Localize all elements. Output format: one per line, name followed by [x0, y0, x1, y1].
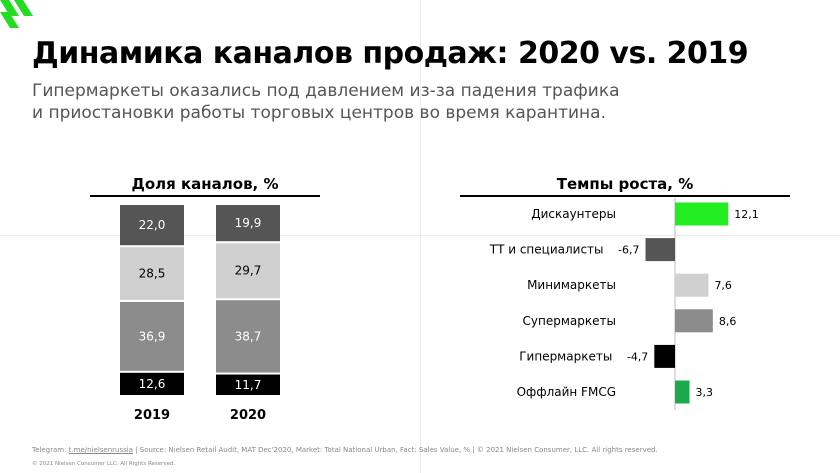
segment-value-label: 22,0 — [139, 218, 166, 232]
footer-copyright: © 2021 Nielsen Consumer LLC. All Rights … — [32, 461, 176, 467]
category-label: 2020 — [230, 408, 266, 423]
growth-bar — [675, 380, 690, 404]
segment-value-label: 36,9 — [139, 329, 166, 343]
footer-source-text: | Source: Nielsen Retail Audit, MAT Dec'… — [133, 446, 658, 454]
share-chart-title-rule — [90, 195, 320, 197]
growth-value-label: 7,6 — [714, 279, 732, 292]
growth-bar — [675, 273, 709, 297]
growth-value-label: 3,3 — [696, 386, 714, 399]
stack-segment — [216, 300, 280, 373]
growth-bar — [675, 309, 713, 333]
stack-segment — [216, 374, 280, 395]
subtitle-line-1: Гипермаркеты оказались под давлением из-… — [32, 81, 620, 101]
brand-logo-icon — [0, 0, 33, 28]
stack-segment — [120, 205, 184, 246]
growth-category-label: Супермаркеты — [523, 314, 616, 328]
segment-value-label: 29,7 — [235, 264, 262, 278]
subtitle-line-2: и приостановки работы торговых центров в… — [32, 103, 606, 123]
growth-bar — [654, 344, 675, 368]
growth-bar-chart: 12,1 Дискаунтеры -6,7 ТТ и специалисты 7,6 Ми… — [489, 198, 759, 410]
growth-value-label: -4,7 — [627, 350, 648, 363]
growth-chart-title: Темпы роста, % — [556, 175, 694, 193]
background-horizontal-line — [0, 235, 840, 236]
segment-value-label: 12,6 — [139, 377, 166, 391]
stack-segment — [120, 301, 184, 371]
growth-category-label: Гипермаркеты — [519, 349, 612, 363]
growth-category-label: Минимаркеты — [527, 278, 616, 292]
page-subtitle: Гипермаркеты оказались под давлением из-… — [32, 80, 692, 124]
telegram-link[interactable]: t.me/nielsenrussia — [68, 446, 133, 454]
stack-segment — [120, 372, 184, 395]
footer-source: Telegram: t.me/nielsenrussia | Source: N… — [32, 446, 658, 454]
growth-value-label: 8,6 — [719, 315, 737, 328]
growth-category-label: Оффлайн FMCG — [517, 385, 616, 399]
background-vertical-line — [420, 0, 421, 473]
segment-value-label: 11,7 — [235, 378, 262, 392]
growth-category-label: Дискаунтеры — [531, 207, 616, 221]
growth-bar — [645, 238, 675, 262]
category-label: 2019 — [134, 408, 170, 423]
growth-bar — [675, 202, 729, 226]
segment-value-label: 38,7 — [235, 329, 262, 343]
growth-chart-title-rule — [460, 195, 790, 197]
growth-value-label: -6,7 — [618, 244, 639, 257]
growth-category-label: ТТ и специалисты — [489, 243, 604, 257]
page-title: Динамика каналов продаж: 2020 vs. 2019 — [32, 36, 749, 71]
segment-value-label: 19,9 — [235, 216, 262, 230]
segment-value-label: 28,5 — [139, 267, 166, 281]
stack-segment — [216, 205, 280, 242]
footer-prefix: Telegram: — [32, 446, 69, 454]
stack-segment — [216, 243, 280, 299]
growth-value-label: 12,1 — [734, 208, 759, 221]
stack-segment — [120, 247, 184, 300]
stacked-bar-chart: 12,6 36,9 28,5 22,0 2019 11,7 38,7 29,7 19,9 2020 — [120, 205, 280, 423]
share-chart-title: Доля каналов, % — [131, 175, 279, 193]
